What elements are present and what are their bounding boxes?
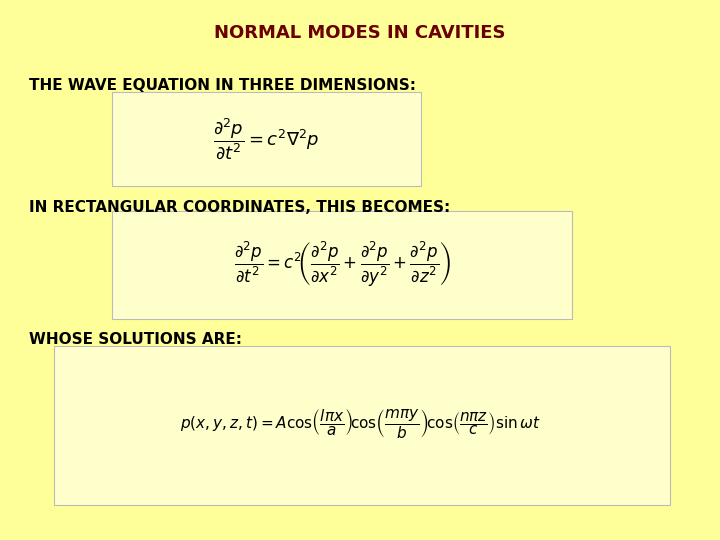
- Text: $\dfrac{\partial^2 p}{\partial t^2} = c^2\nabla^2 p$: $\dfrac{\partial^2 p}{\partial t^2} = c^…: [213, 117, 320, 162]
- Text: $\dfrac{\partial^2 p}{\partial t^2} = c^2\!\left(\dfrac{\partial^2 p}{\partial x: $\dfrac{\partial^2 p}{\partial t^2} = c^…: [233, 240, 451, 289]
- Text: $p(x, y, z, t) = A\cos\!\left(\dfrac{l\pi x}{a}\right)\!\cos\!\left(\dfrac{m\pi : $p(x, y, z, t) = A\cos\!\left(\dfrac{l\p…: [180, 407, 540, 441]
- Text: NORMAL MODES IN CAVITIES: NORMAL MODES IN CAVITIES: [215, 24, 505, 42]
- Text: WHOSE SOLUTIONS ARE:: WHOSE SOLUTIONS ARE:: [29, 332, 242, 347]
- FancyBboxPatch shape: [112, 211, 572, 319]
- Text: IN RECTANGULAR COORDINATES, THIS BECOMES:: IN RECTANGULAR COORDINATES, THIS BECOMES…: [29, 200, 450, 215]
- FancyBboxPatch shape: [112, 92, 421, 186]
- FancyBboxPatch shape: [54, 346, 670, 505]
- Text: THE WAVE EQUATION IN THREE DIMENSIONS:: THE WAVE EQUATION IN THREE DIMENSIONS:: [29, 78, 416, 93]
